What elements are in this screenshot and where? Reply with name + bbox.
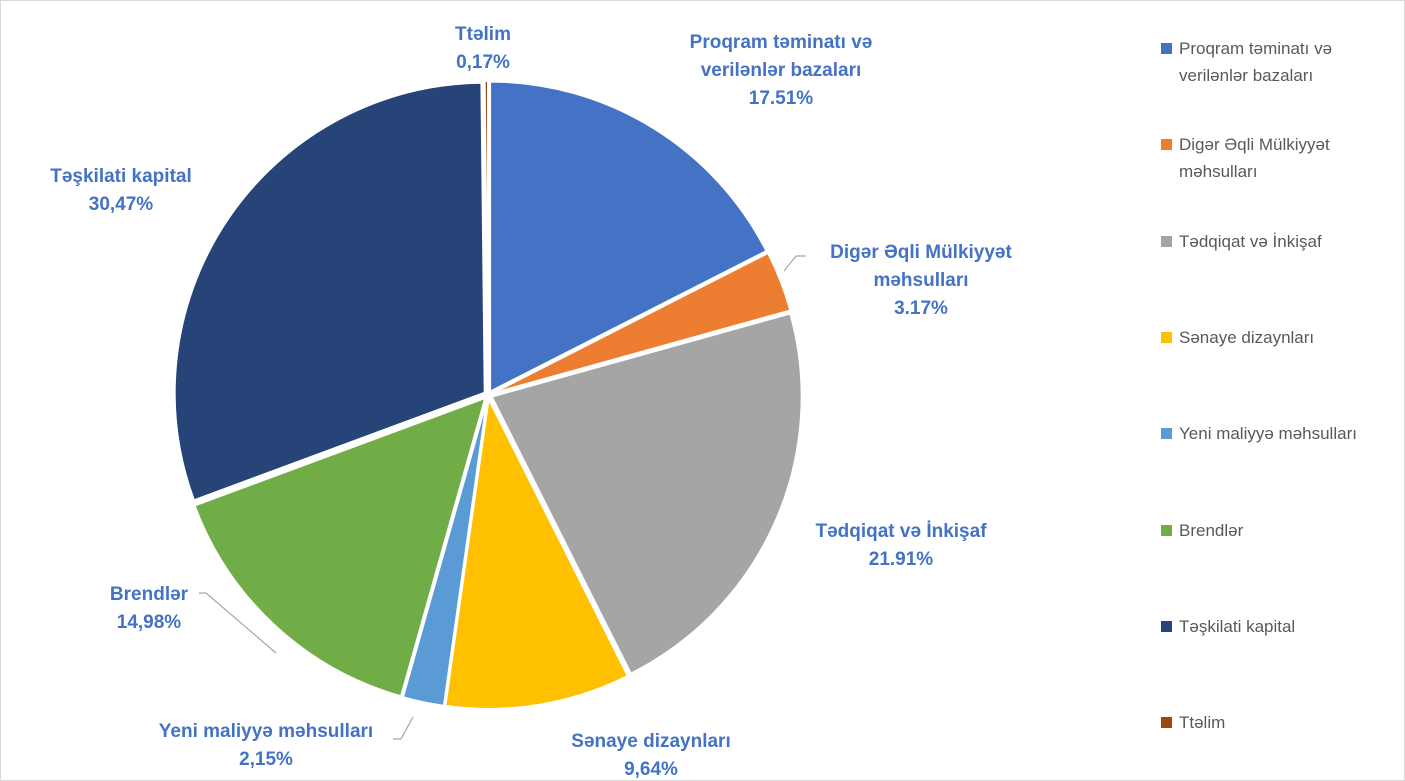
- legend-label: Tədqiqat və İnkişaf: [1179, 231, 1322, 251]
- data-label-category: Digər Əqli Mülkiyyət məhsulları: [830, 242, 1012, 291]
- legend-label: Sənaye dizaynları: [1179, 327, 1315, 347]
- legend-item: Təşkilati kapital: [1161, 613, 1361, 640]
- pie-slice: [444, 395, 630, 710]
- legend-item: Digər Əqli Mülkiyyət məhsulları: [1161, 131, 1361, 185]
- data-label: Brendlər 14,98%: [49, 581, 249, 637]
- data-label-value: 2,15%: [239, 749, 293, 770]
- legend-swatch: [1161, 428, 1172, 440]
- data-label-value: 21.91%: [868, 549, 934, 570]
- data-label: Sənaye dizaynları 9,64%: [501, 728, 801, 780]
- legend-label: Yeni maliyyə məhsulları: [1179, 424, 1357, 444]
- pie-slice: [401, 398, 489, 708]
- data-label-category: Proqram təminatı və verilənlər bazaları: [689, 32, 873, 81]
- data-label: Ttəlim 0,17%: [423, 21, 543, 77]
- legend-item: Brendlər: [1161, 517, 1361, 544]
- data-label-category: Tədqiqat və İnkişaf: [815, 521, 987, 542]
- legend-label: Brendlər: [1179, 520, 1244, 540]
- legend-swatch: [1161, 43, 1172, 54]
- leader-line: [783, 255, 806, 272]
- data-label: Yeni maliyyə məhsulları 2,15%: [116, 718, 416, 774]
- legend-label: Ttəlim: [1179, 713, 1226, 733]
- data-label-value: 0,17%: [456, 52, 510, 73]
- data-label-value: 30,47%: [88, 194, 154, 215]
- legend-item: Ttəlim: [1161, 709, 1361, 736]
- legend-swatch: [1161, 717, 1172, 729]
- data-label-value: 17.51%: [748, 88, 814, 109]
- legend-item: Tədqiqat və İnkişaf: [1161, 228, 1361, 255]
- data-label-category: Yeni maliyyə məhsulları: [158, 721, 374, 742]
- legend-item: Proqram təminatı və verilənlər bazaları: [1161, 35, 1361, 89]
- legend-label: Digər Əqli Mülkiyyət məhsulları: [1179, 135, 1330, 182]
- data-label-category: Ttəlim: [455, 24, 511, 45]
- data-label-category: Brendlər: [109, 584, 189, 605]
- data-label: Digər Əqli Mülkiyyət məhsulları 3.17%: [806, 239, 1036, 323]
- data-label-category: Təşkilati kapital: [50, 166, 192, 187]
- data-label-category: Sənaye dizaynları: [571, 731, 731, 752]
- legend-swatch: [1161, 139, 1172, 151]
- pie-slice: [483, 80, 489, 392]
- leader-line: [199, 592, 277, 654]
- legend-swatch: [1161, 331, 1172, 343]
- data-label-value: 9,64%: [624, 759, 678, 780]
- data-label: Proqram təminatı və verilənlər bazaları 1…: [651, 29, 911, 113]
- legend-label: Təşkilati kapital: [1179, 616, 1296, 636]
- pie-slice: [173, 81, 486, 502]
- pie-slice: [491, 251, 792, 395]
- legend-label: Proqram təminatı və verilənlər bazaları: [1179, 39, 1333, 85]
- legend-swatch: [1161, 620, 1172, 632]
- legend-swatch: [1161, 235, 1172, 247]
- data-label: Tədqiqat və İnkişaf 21.91%: [751, 518, 1051, 574]
- data-label-value: 3.17%: [894, 298, 948, 319]
- pie-slice: [490, 312, 803, 675]
- pie-slice: [489, 80, 768, 394]
- data-label: Təşkilati kapital 30,47%: [1, 163, 246, 219]
- legend-swatch: [1161, 524, 1172, 536]
- legend-item: Yeni maliyyə məhsulları: [1161, 420, 1361, 447]
- leader-line: [393, 716, 414, 740]
- data-label-value: 14,98%: [116, 612, 182, 633]
- legend-item: Sənaye dizaynları: [1161, 324, 1361, 351]
- pie-slice: [193, 396, 487, 698]
